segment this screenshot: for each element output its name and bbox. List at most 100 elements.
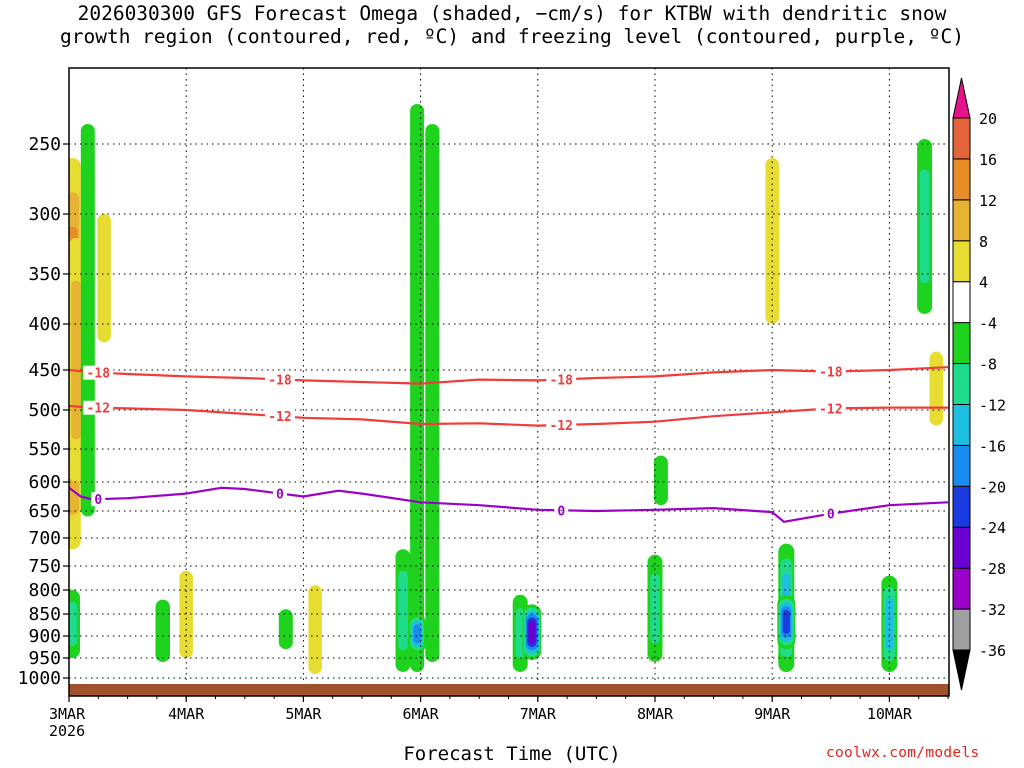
y-tick-label: 550: [28, 439, 61, 460]
omega-cell: [919, 169, 930, 284]
x-tick-label: 10MAR: [867, 705, 913, 723]
contour-label-bg: [264, 409, 295, 424]
ground-bar: [69, 684, 949, 696]
contour-line: [69, 486, 949, 523]
contour-label-bg: [815, 401, 846, 416]
omega-cell: [929, 351, 943, 426]
gridlines: [69, 68, 949, 696]
y-tick-label: 1000: [18, 668, 61, 689]
omega-cell: [653, 455, 668, 506]
colorbar-label: -16: [979, 437, 1006, 455]
x-axis-title: Forecast Time (UTC): [403, 743, 621, 765]
colorbar-end-high: [952, 77, 971, 119]
contour-label-bg: [546, 372, 577, 387]
contour-line: [69, 404, 948, 427]
omega-cell: [413, 624, 421, 644]
contour-label: 0: [94, 493, 102, 508]
contour-label-bg: [546, 417, 577, 432]
colorbar-bin: [952, 322, 971, 365]
y-tick-label: 700: [28, 528, 61, 549]
colorbar-label: -4: [979, 315, 997, 333]
colorbar-label: -12: [979, 396, 1006, 414]
contour-label-bg: [272, 486, 287, 501]
contour-label: -12: [268, 410, 291, 425]
contour-label-bg: [83, 365, 114, 380]
omega-cell: [97, 214, 111, 343]
x-tick-label: 4MAR: [168, 705, 205, 723]
y-axis: 2503003504004505005506006507007508008509…: [18, 134, 69, 689]
omega-cell: [425, 124, 440, 662]
contour-label-bg: [83, 400, 114, 415]
y-tick-label: 800: [28, 580, 61, 601]
contour-label-bg: [91, 492, 106, 507]
x-tick-label: 6MAR: [403, 705, 440, 723]
y-tick-label: 300: [28, 204, 61, 225]
x-tick-label: 7MAR: [520, 705, 557, 723]
y-tick-label: 950: [28, 648, 61, 669]
omega-cell: [410, 104, 425, 672]
colorbar-bin: [952, 158, 971, 201]
colorbar-bin: [952, 363, 971, 405]
colorbar-label: 12: [979, 192, 997, 210]
contour-label: 0: [276, 487, 284, 502]
ground-surface: [69, 684, 949, 696]
colorbar-label: 4: [979, 274, 988, 292]
contour-label: -12: [87, 402, 110, 417]
y-tick-label: 500: [28, 400, 61, 421]
colorbar-bin: [952, 608, 971, 651]
x-tick-label: 9MAR: [754, 705, 791, 723]
plot-area: [69, 68, 949, 696]
chart-title: 2026030300 GFS Forecast Omega (shaded, −…: [60, 2, 964, 48]
y-tick-label: 750: [28, 556, 61, 577]
contour-label-bg: [815, 364, 846, 379]
y-tick-label: 350: [28, 264, 61, 285]
contour-line: [69, 366, 949, 385]
x-tick-label: 2026: [49, 722, 85, 740]
x-tick-label: 5MAR: [285, 705, 322, 723]
colorbar-label: -36: [979, 642, 1006, 660]
contour-label-bg: [264, 372, 295, 387]
y-tick-label: 900: [28, 626, 61, 647]
contour-label-bg: [823, 506, 838, 521]
contour-label: -18: [819, 366, 843, 381]
contour-label: -12: [549, 419, 572, 434]
colorbar-bin: [952, 240, 971, 283]
colorbar-bin: [952, 526, 971, 569]
omega-cell: [71, 280, 81, 440]
colorbar-bin: [952, 199, 971, 242]
colorbar-label: 8: [979, 233, 988, 251]
y-tick-label: 250: [28, 134, 61, 155]
y-tick-label: 850: [28, 604, 61, 625]
colorbar-bin: [952, 117, 971, 160]
contour-label-bg: [554, 503, 569, 518]
y-tick-label: 400: [28, 314, 61, 335]
omega-cell: [80, 124, 95, 517]
contour-label: 0: [827, 508, 835, 523]
omega-cell: [782, 610, 790, 634]
x-tick-label: 8MAR: [637, 705, 674, 723]
colorbar-label: -28: [979, 560, 1006, 578]
y-tick-label: 600: [28, 472, 61, 493]
colorbar-label: -8: [979, 356, 997, 374]
colorbar-label: -20: [979, 478, 1006, 496]
x-tick-label: 3MAR: [49, 705, 86, 723]
plot-background: [69, 68, 949, 696]
colorbar-bin: [952, 444, 971, 487]
omega-shading: [69, 104, 943, 674]
omega-cell: [308, 585, 322, 674]
credit-link[interactable]: coolwx.com/models: [826, 745, 980, 761]
colorbar-label: -32: [979, 601, 1006, 619]
omega-cell: [69, 601, 78, 647]
colorbar-bin: [952, 281, 971, 324]
colorbar: -36 -32 -28 -24 -20 -16 -12 -8 -4 4 8 12 16 20: [952, 77, 1006, 691]
contour-label: -18: [549, 373, 573, 388]
colorbar-label: 16: [979, 151, 997, 169]
contour-label: 0: [557, 504, 565, 519]
colorbar-bin: [952, 567, 971, 610]
colorbar-bin: [952, 403, 971, 446]
colorbar-label: -24: [979, 519, 1006, 537]
colorbar-bin: [952, 485, 971, 528]
colorbar-label: 20: [979, 110, 997, 128]
y-tick-label: 650: [28, 501, 61, 522]
